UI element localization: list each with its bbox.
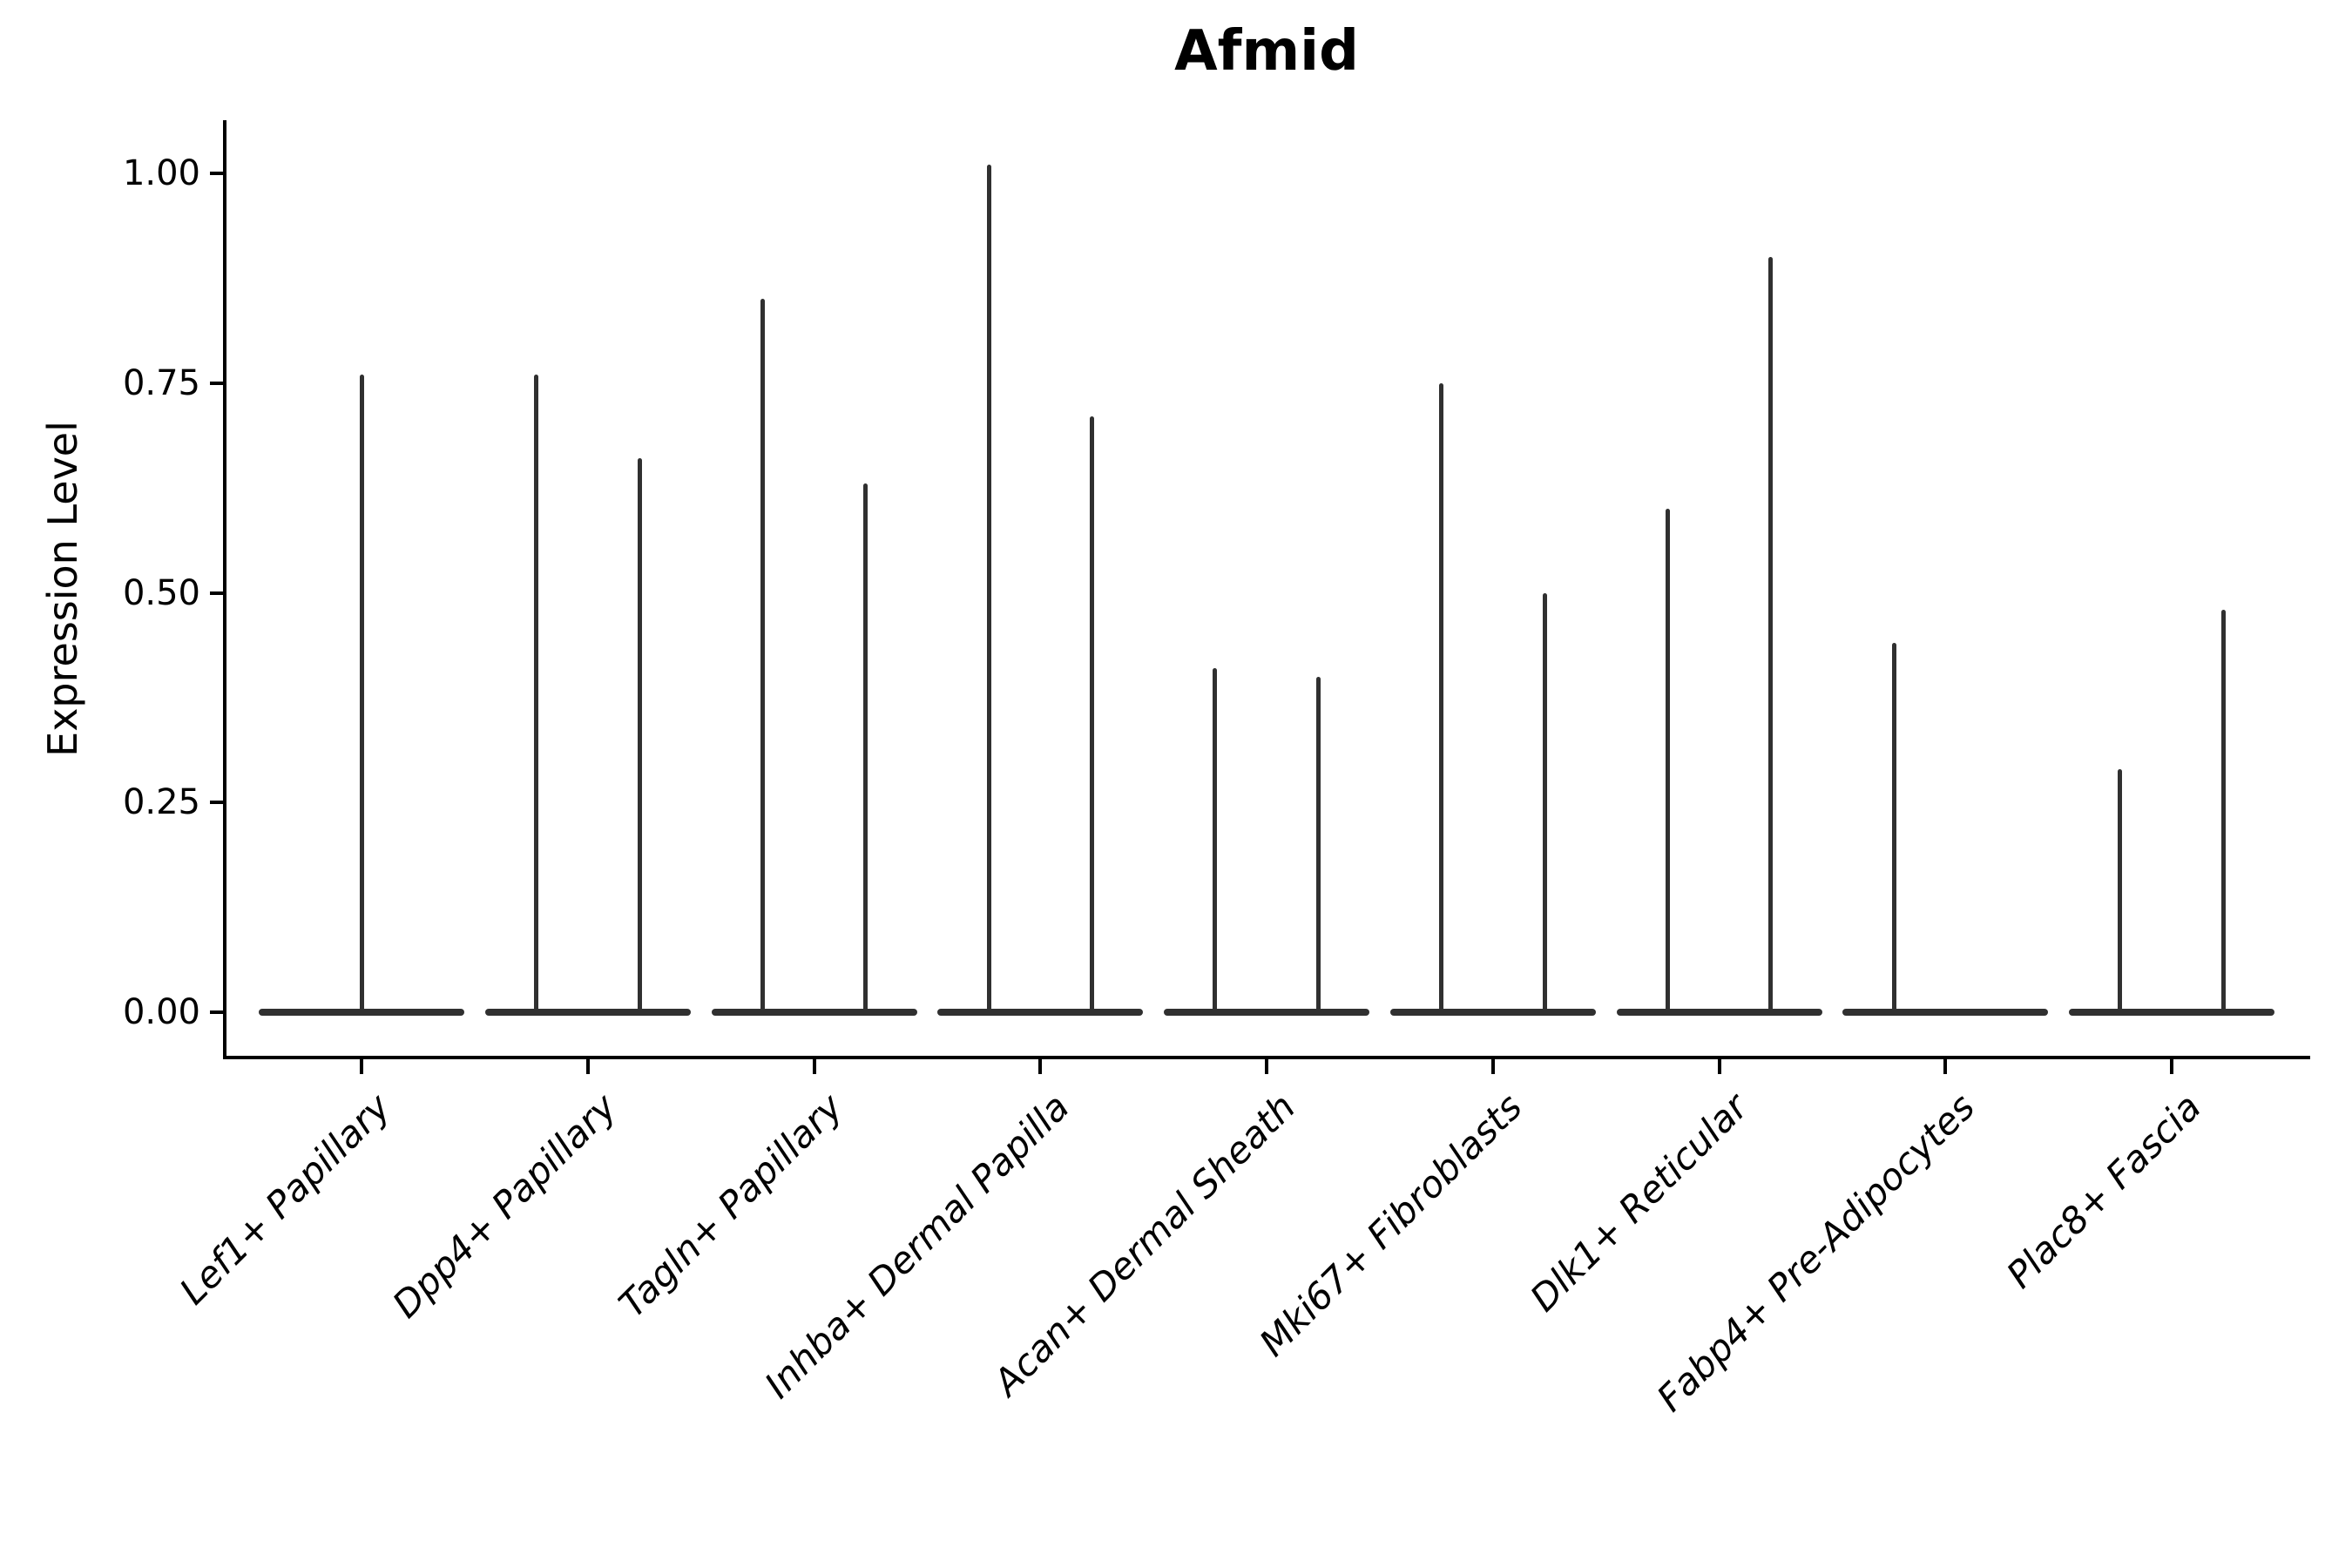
x-tick-label: Tagln+ Papillary [611,1085,852,1326]
chart-title: Afmid [1174,19,1359,84]
violin-spike [986,165,991,1012]
violin-spike [1891,643,1896,1012]
violin-spike [760,299,765,1012]
violin-spike [534,375,538,1012]
violin-spike [1090,416,1094,1012]
x-tick-label: Plac8+ Fascia [1997,1085,2209,1297]
violin-spike [2220,609,2226,1012]
x-tick-mark [1490,1059,1495,1074]
y-tick-mark [210,591,225,595]
violin-spike [1665,509,1670,1012]
violin-body [1616,1009,1822,1016]
x-tick-label: Mki67+ Fibroblasts [1251,1085,1531,1365]
x-tick-mark [1038,1059,1043,1074]
x-tick-mark [360,1059,363,1074]
x-tick-label: Dpp4+ Papillary [384,1085,625,1327]
violin-spike [863,483,868,1012]
violin-spike [1768,257,1774,1012]
y-tick-mark [210,1010,225,1014]
x-tick-mark [1265,1059,1268,1074]
violin-spike [637,458,642,1012]
y-tick-label: 0.50 [122,572,200,613]
violin-body [711,1009,917,1016]
x-tick-mark [1717,1059,1721,1074]
violin-spike [1213,668,1218,1012]
y-tick-label: 0.75 [122,362,200,403]
y-tick-mark [210,381,225,385]
violin-body [1389,1009,1596,1016]
y-tick-label: 0.25 [122,782,200,823]
violin-body [1842,1009,2049,1016]
violin-body [937,1009,1144,1016]
violin-spike [1439,382,1443,1012]
violin-spike [2118,768,2123,1012]
x-tick-mark [812,1059,816,1074]
y-axis-spine [223,120,226,1059]
violin-spike [1542,592,1547,1012]
x-tick-label: Lef1+ Papillary [171,1085,399,1313]
violin-spike [1315,676,1321,1012]
x-tick-mark [1943,1059,1948,1074]
y-tick-label: 1.00 [122,153,200,193]
y-tick-mark [210,801,225,805]
x-tick-label: Dlk1+ Reticular [1522,1085,1757,1320]
violin-body [259,1009,464,1016]
x-axis-spine [223,1056,2310,1059]
violin-body [1164,1009,1369,1016]
y-tick-label: 0.00 [122,992,200,1032]
y-tick-mark [210,172,225,175]
violin-body [484,1009,691,1016]
x-tick-mark [2170,1059,2173,1074]
x-tick-mark [585,1059,590,1074]
violin-body [2069,1009,2274,1016]
violin-spike [359,375,364,1012]
